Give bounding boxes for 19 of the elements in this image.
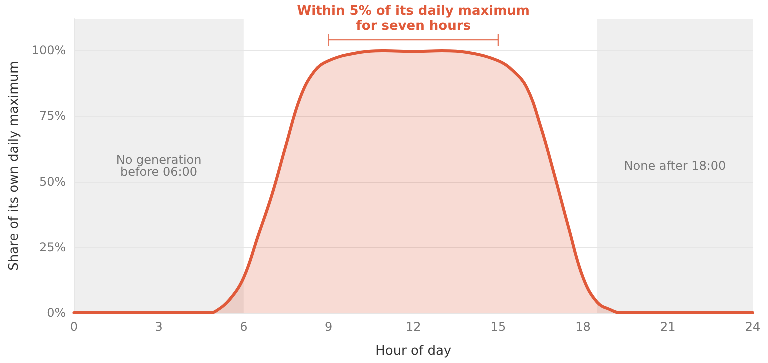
x-tick-label: 6 xyxy=(240,320,248,334)
x-tick-label: 12 xyxy=(406,320,422,334)
annotation: Within 5% of its daily maximum for seven hours xyxy=(297,4,530,34)
y-axis-title: Share of its own daily maximum xyxy=(7,61,22,271)
y-tick-label: 75% xyxy=(40,109,66,124)
x-tick-label: 15 xyxy=(490,320,506,334)
y-tick-label: 25% xyxy=(40,240,66,254)
band-label: None after 18:00 xyxy=(624,159,726,173)
x-tick-label: 9 xyxy=(324,320,333,334)
x-tick-label: 0 xyxy=(70,320,78,334)
band-label: No generation before 06:00 xyxy=(116,153,202,179)
x-tick-label: 3 xyxy=(155,320,163,334)
y-tick-label: 100% xyxy=(32,44,66,58)
y-tick-label: 50% xyxy=(40,174,66,189)
x-tick-label: 24 xyxy=(745,320,761,334)
y-tick-label: 0% xyxy=(47,306,66,320)
x-axis-title: Hour of day xyxy=(376,344,452,359)
x-tick-label: 21 xyxy=(660,320,676,334)
x-tick-label: 18 xyxy=(576,320,591,334)
